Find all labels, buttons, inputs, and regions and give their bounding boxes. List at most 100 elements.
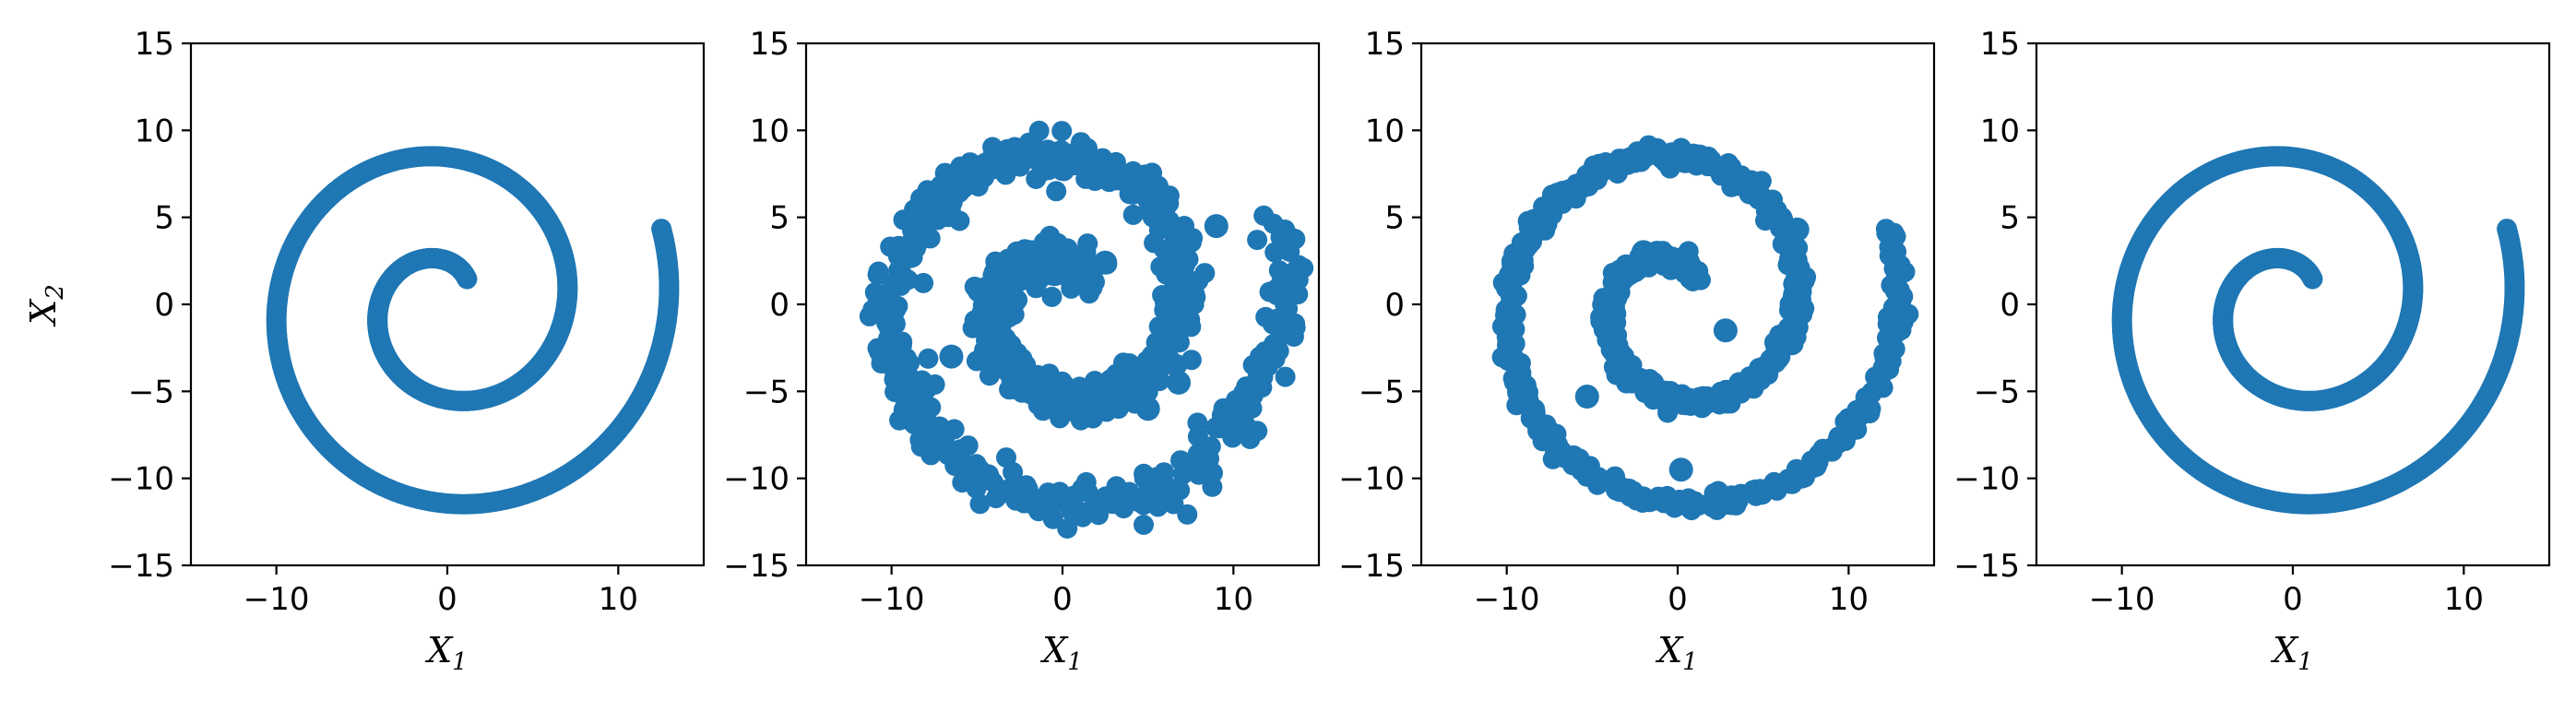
y-tick-label: −15 bbox=[1338, 548, 1405, 585]
panel-2: −15 −10 −5 0 5 10 15 −10 0 10 X1 bbox=[723, 26, 1321, 676]
x-tick-label: −10 bbox=[243, 581, 310, 618]
data-point bbox=[1001, 148, 1021, 169]
data-point bbox=[1075, 471, 1097, 492]
data-point bbox=[913, 198, 934, 220]
data-point bbox=[1275, 366, 1296, 387]
y-tick-label: −10 bbox=[1338, 461, 1405, 498]
data-point bbox=[1063, 155, 1085, 176]
data-point bbox=[934, 429, 956, 450]
outlier-point bbox=[1668, 457, 1693, 482]
data-point bbox=[957, 435, 979, 457]
x-axis-label: X1 bbox=[1039, 630, 1083, 676]
data-point bbox=[884, 300, 906, 321]
panel-4-points bbox=[2111, 146, 2525, 515]
y-tick-label: −10 bbox=[1953, 461, 2020, 498]
data-point bbox=[1176, 302, 1197, 322]
data-point bbox=[1883, 222, 1905, 243]
data-point bbox=[883, 359, 904, 380]
data-point bbox=[1038, 497, 1059, 518]
y-tick-label: −5 bbox=[1359, 374, 1405, 410]
y-axis-label: X2 bbox=[23, 284, 69, 327]
data-point bbox=[2497, 219, 2518, 240]
outlier-point bbox=[1135, 397, 1160, 421]
data-point bbox=[996, 263, 1017, 284]
x-axis-label-main: X bbox=[2270, 630, 2299, 670]
panel-3-points bbox=[1491, 135, 1919, 521]
outlier-point bbox=[1167, 370, 1191, 395]
x-axis-label: X1 bbox=[424, 630, 468, 676]
data-point bbox=[1046, 181, 1067, 202]
x-tick-label: −10 bbox=[1474, 581, 1540, 618]
data-point bbox=[1268, 260, 1289, 281]
panel-1-points bbox=[266, 146, 680, 515]
data-point bbox=[1148, 362, 1169, 383]
data-point bbox=[1222, 427, 1243, 448]
data-point bbox=[1169, 480, 1191, 501]
data-point bbox=[1122, 204, 1144, 225]
data-point bbox=[898, 378, 920, 399]
data-point bbox=[920, 228, 941, 249]
data-point bbox=[651, 219, 672, 240]
y-tick-label: 0 bbox=[2000, 287, 2020, 324]
data-point bbox=[969, 493, 991, 515]
data-point bbox=[1203, 462, 1223, 483]
data-point bbox=[962, 317, 983, 338]
x-tick-label: 10 bbox=[1829, 581, 1869, 618]
y-tick-label: −15 bbox=[108, 548, 174, 585]
y-tick-label: 5 bbox=[2000, 200, 2020, 237]
data-point bbox=[1134, 515, 1154, 535]
data-point bbox=[1273, 238, 1294, 259]
data-point bbox=[1181, 350, 1202, 371]
data-point bbox=[862, 299, 884, 320]
data-point bbox=[914, 405, 935, 425]
outlier-point bbox=[1093, 250, 1118, 275]
data-point bbox=[1169, 332, 1190, 353]
data-point bbox=[999, 379, 1020, 400]
y-tick-label: 5 bbox=[154, 200, 174, 237]
data-point bbox=[1253, 205, 1275, 226]
data-point bbox=[1172, 243, 1193, 264]
data-point bbox=[934, 193, 956, 214]
data-point bbox=[995, 279, 1016, 301]
data-point bbox=[961, 161, 982, 183]
data-point bbox=[899, 352, 920, 374]
data-point bbox=[1288, 269, 1309, 291]
data-point bbox=[882, 273, 903, 294]
x-axis-label-main: X bbox=[1039, 630, 1069, 670]
outlier-point bbox=[1713, 318, 1738, 343]
x-tick-label: 10 bbox=[2444, 581, 2484, 618]
data-point bbox=[1277, 298, 1299, 319]
x-axis-label: X1 bbox=[1655, 630, 1698, 676]
x-axis-label-subscript: 1 bbox=[2297, 648, 2313, 676]
data-point bbox=[1041, 286, 1062, 307]
y-tick-label: −5 bbox=[1974, 374, 2020, 410]
data-point bbox=[1187, 412, 1208, 433]
data-point bbox=[1152, 335, 1173, 356]
x-tick-label: 0 bbox=[437, 581, 457, 618]
data-point bbox=[1069, 376, 1090, 398]
outlier-point bbox=[939, 344, 964, 369]
y-tick-label: 15 bbox=[1365, 26, 1405, 63]
data-point bbox=[918, 348, 939, 369]
data-point bbox=[1139, 183, 1159, 204]
y-tick-label: 10 bbox=[1365, 113, 1405, 149]
data-point bbox=[1070, 395, 1091, 416]
y-tick-label: 10 bbox=[1980, 113, 2020, 149]
outlier-point bbox=[1788, 266, 1813, 291]
data-point bbox=[1177, 504, 1198, 525]
data-point bbox=[1155, 292, 1176, 314]
x-axis-label-main: X bbox=[424, 630, 454, 670]
y-axis-label-main: X bbox=[23, 298, 64, 327]
data-point bbox=[1154, 239, 1175, 260]
y-axis-label-subscript: 2 bbox=[42, 284, 69, 301]
y-tick-label: 15 bbox=[1980, 26, 2020, 63]
y-tick-label: 10 bbox=[750, 113, 789, 149]
y-tick-label: −5 bbox=[743, 374, 789, 410]
x-axis-label-subscript: 1 bbox=[1682, 648, 1698, 676]
data-point bbox=[995, 164, 1016, 185]
data-point bbox=[880, 236, 901, 257]
panel-4: −15 −10 −5 0 5 10 15 −10 0 10 X1 bbox=[1953, 26, 2551, 676]
data-point bbox=[1051, 371, 1073, 392]
